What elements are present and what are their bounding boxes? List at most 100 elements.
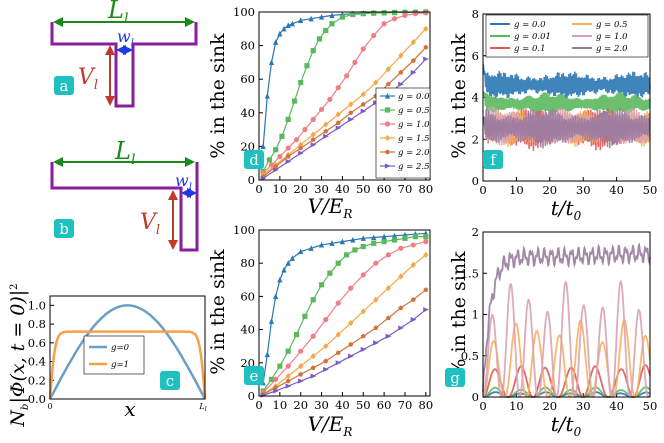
panel-e-series-1-point: [277, 363, 283, 369]
panel-c-ytick-label: 0.6: [28, 336, 46, 350]
panel-g-series-3: [482, 319, 651, 399]
badge-c: [160, 371, 180, 390]
panel-f-series-5: [482, 108, 651, 149]
panel-d-series-3-point: [348, 101, 354, 108]
legend-d-label-1: g = 0.5: [398, 106, 430, 116]
panel-e-xtick-label: 10: [273, 398, 288, 412]
panel-d-xtick-label: 30: [314, 182, 329, 196]
panel-e-series-0-point: [391, 232, 398, 239]
panel-f-xtick-label: 30: [576, 183, 591, 197]
panel-e-series-2-point: [373, 260, 379, 266]
panel-e-series-3-point: [373, 296, 379, 303]
panel-d-ytick-label: 40: [240, 106, 255, 120]
width-label-b: wl: [175, 171, 192, 193]
panel-d-series-4-point: [285, 153, 291, 159]
panel-e-series-1-point: [343, 252, 350, 258]
panel-e-series-5-point: [335, 360, 342, 366]
panel-e-series-0-point: [281, 266, 287, 273]
panel-e-series-5-point: [298, 378, 304, 384]
panel-d-legend: g = 0.0 g = 0.5 g = 1.0 g = 1.5 g = 2.0 g = 2…: [375, 87, 431, 179]
legend-d-label-5: g = 2.5: [398, 162, 430, 172]
panel-e-series-5-point: [285, 383, 292, 389]
length-label-b: Ll: [114, 137, 135, 168]
panel-c-series-0: [48, 304, 207, 400]
panel-g-ytick-label: 0: [472, 390, 479, 404]
panel-g-xtick-label: 30: [576, 399, 591, 413]
badge-g-label: g: [450, 369, 460, 387]
panel-d-series-0-point: [285, 22, 291, 29]
panel-d-series-4-point: [298, 145, 304, 151]
panel-d-series-0-point: [277, 30, 283, 37]
badge-f: [483, 150, 503, 169]
panel-d-series-5-point: [298, 150, 304, 156]
schematic-a: Ll wl Vl a: [50, 0, 198, 108]
panel-e-ytick-label: 40: [240, 323, 255, 337]
badge-c-label: c: [166, 372, 174, 390]
panel-e-series-4-point: [360, 333, 366, 339]
panel-c-frame: [49, 295, 206, 400]
panel-d-series-1-point: [350, 11, 356, 18]
panel-f-ytick-label: 6: [472, 49, 479, 63]
panel-d-ytick-label: 60: [240, 72, 255, 86]
panel-e-series-3-point: [423, 251, 429, 258]
panel-e-series-1-point: [285, 348, 291, 354]
panel-e-series-3-point: [285, 372, 291, 380]
panel-g-ytick-label: 0.5: [461, 349, 479, 363]
panel-e-xtick-label: 80: [419, 398, 434, 412]
panel-d-series-2-point: [360, 46, 366, 52]
panel-e-series-1-point: [318, 282, 325, 288]
panel-d-series-4-point: [410, 58, 416, 63]
panel-e-series-3-point: [323, 343, 329, 350]
panel-d-xtick-label: 70: [398, 182, 413, 196]
badge-b-label: b: [59, 220, 69, 238]
panel-e-series-4-point: [410, 297, 416, 302]
panel-d-ylabel: % in the sink: [207, 33, 229, 159]
panel-d-series-0-point: [318, 13, 325, 20]
panel-f-xtick-label: 0: [479, 183, 486, 197]
panel-e-series-2-point: [298, 348, 304, 354]
panel-e-series-1-point: [302, 313, 308, 319]
panel-e-series-2-point: [423, 239, 429, 245]
legend-d-label-4: g = 2.0: [398, 148, 430, 158]
panel-d-series-2-point: [318, 106, 325, 113]
panel-e-series-4-line: [262, 289, 427, 395]
panel-e-xtick-label: 40: [335, 398, 350, 412]
panel-f-xtick-label: 50: [643, 183, 658, 197]
panel-e-series-4-point: [298, 371, 304, 377]
panel-c: 0.00.20.40.60.81.0 Nb|Φ(x, t = 0)|2 x 0 …: [7, 283, 207, 427]
panel-g-series-4: [482, 279, 651, 399]
panel-d-ytick-label: 0: [248, 173, 255, 187]
legend-d-marker-1: [384, 107, 391, 113]
panel-e-frame: [258, 229, 431, 397]
panel-d-series-2-point: [391, 16, 398, 22]
legend-d-label-0: g = 0.0: [398, 92, 430, 102]
panel-e-series-2-point: [273, 376, 279, 382]
panel-d-series-4-point: [360, 101, 366, 107]
panel-e-xlabel: V/ER: [308, 412, 353, 439]
panel-e-series-5-point: [385, 333, 392, 339]
panel-d-series-3-point: [423, 25, 429, 32]
panel-e-series-1-point: [293, 331, 300, 338]
panel-f-ytick-label: 8: [472, 7, 479, 21]
badge-g: [445, 368, 465, 387]
panel-e-xtick-label: 30: [314, 398, 329, 412]
panel-d-series-1-point: [391, 9, 398, 16]
panel-d-series-2-point: [352, 59, 358, 65]
panel-e-series-4-point: [285, 378, 291, 384]
panel-d-series-1-point: [266, 157, 273, 163]
panel-d-xtick-label: 50: [356, 182, 371, 196]
panel-d-xtick-label: 20: [293, 182, 308, 196]
panel-e-series-4-point: [348, 341, 354, 347]
panel-c-xtick-left: 0: [47, 402, 52, 411]
trap-outline-a: [50, 22, 198, 108]
panel-d-series-5-point: [410, 69, 417, 76]
panel-f-legend-box: [485, 14, 649, 58]
legend-d-marker-2: [384, 121, 391, 127]
badge-a-label: a: [60, 77, 69, 95]
legend-d-label-2: g = 1.0: [398, 120, 430, 130]
panel-d-series-1-point: [273, 147, 279, 153]
panel-e-xtick-label: 60: [377, 398, 392, 412]
panel-e-ylabel: % in the sink: [207, 249, 229, 375]
panel-d-series-1-point: [291, 98, 298, 104]
panel-d-series-2-point: [310, 116, 316, 123]
